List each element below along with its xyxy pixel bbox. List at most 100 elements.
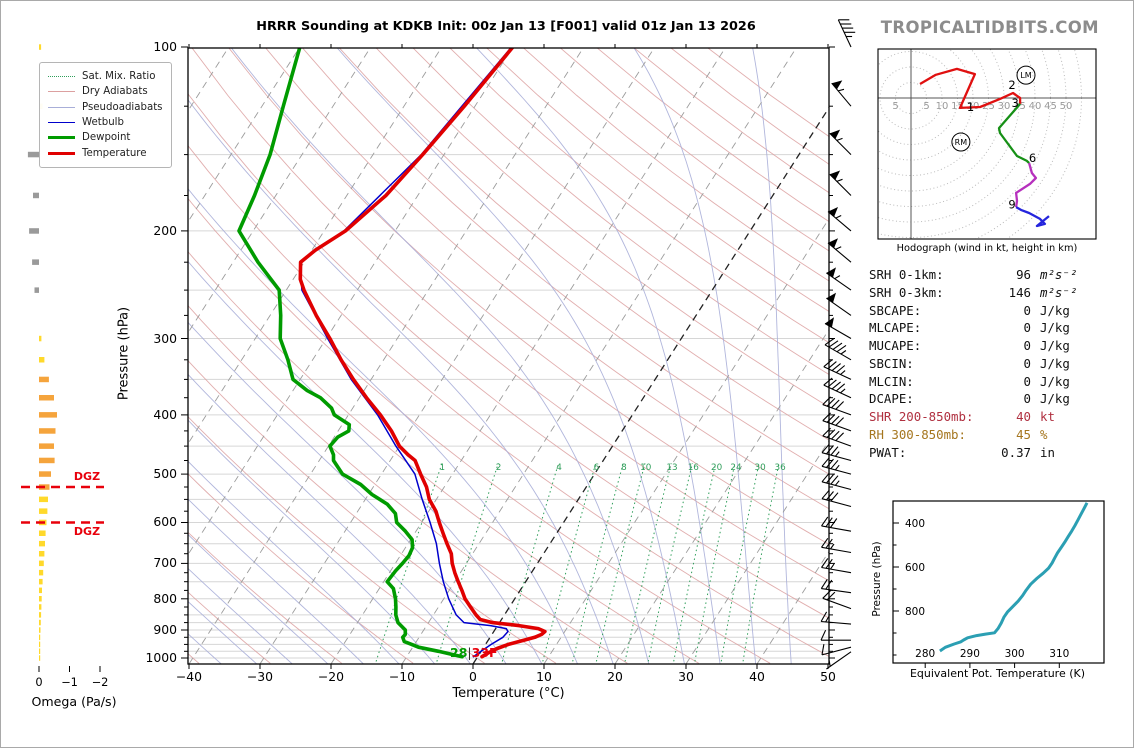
omega-bar: [39, 335, 42, 342]
ring-label: 10: [936, 101, 949, 112]
pseudoadiabat: [336, 48, 685, 664]
storm-motion-circle: [951, 132, 971, 152]
stat-value: 0: [1023, 320, 1031, 336]
barb-half-feather: [835, 246, 842, 250]
mixing-ratio-label: 6: [594, 463, 600, 473]
barb-feather: [820, 579, 828, 589]
omega-bar: [39, 569, 44, 576]
omega-bar: [39, 619, 41, 626]
theta-e-y-tick-label: 800: [905, 606, 925, 618]
omega-bar: [39, 604, 42, 610]
mixing-ratio-line: [693, 463, 736, 664]
stat-row: SBCAPE: 0 J/kg: [869, 303, 1121, 321]
theta-e-chart: 400 600 800 280 290 300 310: [892, 500, 1105, 668]
legend-sample: [48, 122, 75, 124]
stat-row: SHR 200-850mb: 40 kt: [869, 409, 1121, 427]
barb-half-feather: [840, 350, 847, 355]
isotherm: [472, 106, 829, 664]
pseudoadiabat: [188, 321, 507, 664]
barb-feather: [830, 459, 839, 470]
stat-label: SBCIN:: [869, 355, 914, 371]
barb-feather: [830, 446, 839, 456]
barb-pennant: [828, 238, 838, 248]
omega-bar: [39, 471, 51, 477]
barb-half-feather: [840, 370, 846, 375]
mixing-ratio-label: 16: [688, 463, 700, 473]
barb-staff: [823, 384, 852, 399]
dry-adiabat: [188, 360, 557, 664]
dry-adiabat: [449, 48, 829, 344]
omega-bar: [39, 443, 54, 449]
omega-bar: [39, 641, 41, 648]
ring-label: 5: [923, 101, 929, 112]
pseudoadiabat: [188, 460, 400, 664]
barb-staff: [826, 297, 852, 316]
stat-unit: J/kg: [1040, 320, 1070, 336]
stat-value: 45: [1016, 426, 1031, 442]
legend-label: Dry Adiabats: [82, 86, 148, 98]
mixing-ratio-line: [742, 463, 780, 664]
pseudoadiabat: [188, 99, 614, 664]
barb-feather: [826, 398, 836, 407]
stat-row: PWAT: 0.37 in: [869, 445, 1121, 463]
legend-sample: [48, 106, 75, 108]
barb-feather: [831, 430, 840, 440]
mixing-ratio-label: 8: [621, 463, 627, 473]
omega-bar: [39, 627, 41, 633]
barb-feather: [822, 590, 831, 599]
barb-staff: [827, 242, 852, 263]
stat-unit: m²s⁻²: [1040, 267, 1078, 282]
barb-half-feather: [834, 451, 840, 457]
stat-row: SRH 0-1km: 96 m²s⁻²: [869, 267, 1121, 285]
barb-half-feather: [828, 660, 831, 667]
hodograph-trace-3-6km: [997, 103, 1030, 164]
pseudoadiabat: [633, 48, 757, 664]
barb-feather: [821, 489, 830, 500]
omega-bar: [39, 496, 48, 503]
omega-bar: [34, 287, 39, 293]
dry-adiabat: [188, 197, 771, 664]
stat-row: MLCIN: 0 J/kg: [869, 374, 1121, 392]
barb-feather: [825, 517, 833, 528]
height-marker: 3: [1012, 96, 1019, 110]
barb-feather: [835, 365, 846, 374]
barb-feather: [830, 518, 838, 528]
isotherm: [188, 48, 513, 556]
legend-label: Temperature: [82, 147, 147, 159]
barb-staff: [821, 452, 852, 462]
barb-feather: [820, 611, 828, 622]
stat-unit: in: [1040, 444, 1055, 460]
isotherm: [756, 550, 829, 664]
dry-adiabat: [188, 145, 829, 657]
hodograph-trace-0-3km: [919, 67, 1022, 110]
legend-label: Sat. Mix. Ratio: [82, 71, 156, 83]
barb-feather: [826, 591, 836, 601]
stat-label: SRH 0-3km:: [869, 284, 944, 300]
isotherm: [259, 48, 655, 664]
mixing-ratio-label: 24: [730, 463, 742, 473]
stat-unit: m²s⁻²: [1040, 284, 1078, 300]
pseudoadiabat: [188, 498, 365, 664]
stat-label: DCAPE:: [869, 391, 914, 407]
legend-item: Temperature: [48, 145, 163, 160]
stat-unit: J/kg: [1040, 338, 1070, 353]
ring-label: 30: [998, 101, 1011, 112]
omega-bar: [39, 587, 42, 594]
barb-staff: [829, 173, 852, 196]
theta-e-x-tick-label: 300: [1005, 648, 1025, 660]
barb-staff: [822, 597, 852, 610]
barb-feather: [826, 474, 834, 484]
dry-adiabat: [486, 48, 829, 312]
stat-unit: J/kg: [1040, 302, 1070, 318]
barb-feather: [835, 432, 844, 441]
barb-feather: [836, 344, 847, 353]
omega-bar: [39, 412, 57, 418]
stat-label: SRH 0-1km:: [869, 267, 944, 282]
barb-feather: [826, 458, 834, 468]
barb-pennant: [826, 267, 836, 278]
wetbulb-curve: [299, 48, 512, 658]
barb-pennant: [831, 80, 843, 90]
barb-feather: [825, 558, 833, 569]
